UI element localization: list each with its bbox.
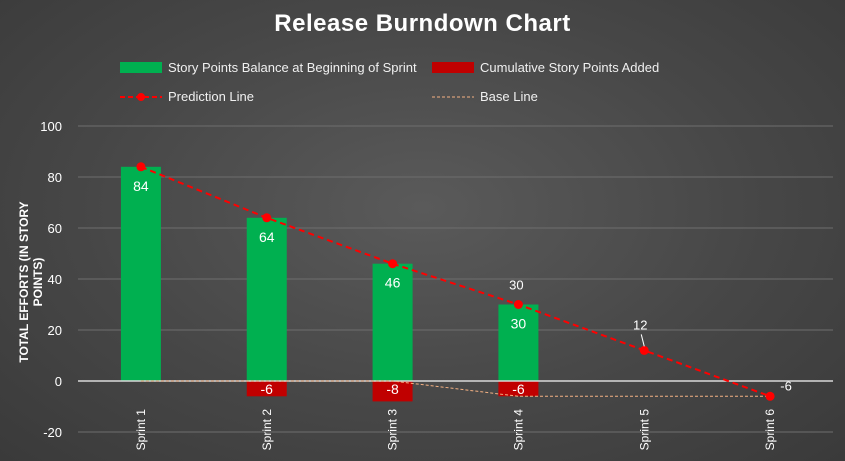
y-tick-label: 20: [48, 323, 62, 338]
x-tick-label: Sprint 2: [260, 409, 274, 451]
data-label-added: -6: [261, 381, 274, 397]
bar-story-points-balance: [246, 217, 287, 381]
legend-label: Prediction Line: [168, 89, 254, 104]
y-tick-label: 60: [48, 221, 62, 236]
data-label-added: -8: [386, 381, 399, 397]
prediction-point: [136, 162, 146, 172]
y-tick-label: 80: [48, 170, 62, 185]
legend-item-story-points-balance: Story Points Balance at Beginning of Spr…: [120, 60, 417, 75]
x-tick-label: Sprint 3: [386, 409, 400, 451]
bar-story-points-balance: [120, 166, 161, 381]
bar-cumulative-added: [246, 381, 287, 397]
x-tick-label: Sprint 6: [763, 409, 777, 451]
legend-swatch-prediction: [120, 92, 162, 101]
chart-legend: Story Points Balance at Beginning of Spr…: [0, 0, 845, 120]
prediction-point: [513, 300, 523, 309]
y-tick-label: 0: [55, 374, 62, 389]
data-label-prediction: 12: [633, 317, 647, 332]
legend-item-cumulative-added: Cumulative Story Points Added: [432, 60, 659, 75]
y-tick-label: 100: [40, 119, 62, 134]
data-label-balance: 30: [511, 316, 527, 332]
prediction-point: [765, 391, 775, 401]
legend-item-prediction-line: Prediction Line: [120, 89, 254, 104]
x-tick-label: Sprint 5: [637, 409, 651, 451]
data-label-balance: 64: [259, 229, 275, 245]
prediction-line: [140, 165, 771, 398]
base-line: [140, 380, 771, 397]
legend-swatch-red: [432, 62, 474, 73]
chart-title: Release Burndown Chart: [274, 10, 571, 37]
data-label-added: -6: [512, 381, 525, 397]
x-tick-label: Sprint 1: [134, 409, 148, 451]
x-tick-label: Sprint 4: [511, 409, 525, 451]
legend-label: Base Line: [480, 89, 538, 104]
bar-story-points-balance: [498, 304, 539, 381]
bar-story-points-balance: [372, 263, 413, 381]
legend-label: Cumulative Story Points Added: [480, 60, 660, 75]
data-label-leader: [640, 334, 645, 347]
legend-item-base-line: Base Line: [432, 89, 538, 104]
data-label-balance: 46: [385, 275, 401, 291]
legend-swatch-green: [120, 62, 162, 73]
bar-cumulative-added: [372, 381, 413, 402]
data-label-prediction: 30: [509, 278, 523, 293]
prediction-point: [639, 345, 649, 355]
prediction-point: [388, 259, 398, 269]
y-tick-label: 40: [48, 272, 62, 287]
legend-swatch-baseline: [432, 96, 474, 97]
bar-cumulative-added: [498, 381, 539, 397]
legend-label: Story Points Balance at Beginning of Spr…: [168, 60, 417, 75]
prediction-point: [262, 213, 272, 223]
data-label-prediction: -6: [780, 378, 792, 393]
y-tick-label: -20: [43, 425, 62, 440]
data-label-balance: 84: [133, 178, 149, 194]
